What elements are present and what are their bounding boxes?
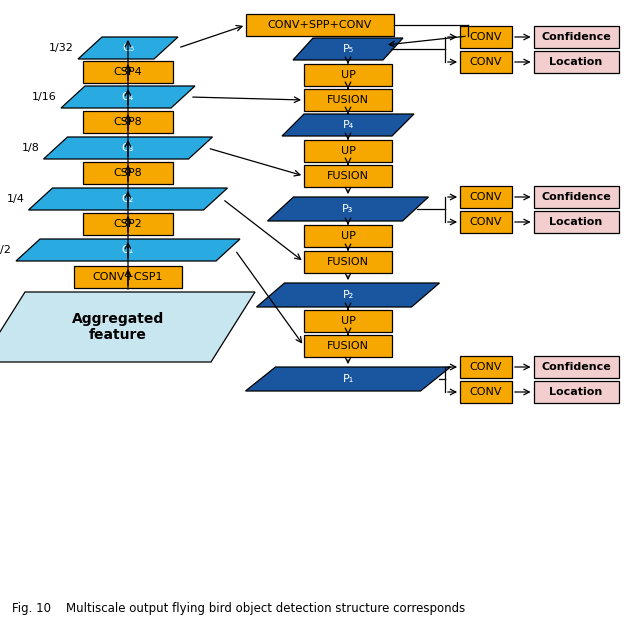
Text: 1/2: 1/2 xyxy=(0,245,12,255)
FancyBboxPatch shape xyxy=(460,381,512,403)
Polygon shape xyxy=(0,292,255,362)
Text: UP: UP xyxy=(340,70,355,80)
Text: 1/4: 1/4 xyxy=(6,194,24,204)
Text: CONV: CONV xyxy=(470,32,502,42)
Text: CSP8: CSP8 xyxy=(114,117,142,127)
FancyBboxPatch shape xyxy=(83,111,173,133)
Text: 1/16: 1/16 xyxy=(32,92,57,102)
Text: FUSION: FUSION xyxy=(327,341,369,351)
Text: CONV+SPP+CONV: CONV+SPP+CONV xyxy=(268,20,372,30)
FancyBboxPatch shape xyxy=(534,356,618,378)
Text: Location: Location xyxy=(549,217,603,227)
FancyBboxPatch shape xyxy=(304,89,392,111)
Text: Confidence: Confidence xyxy=(541,32,611,42)
Text: C₄: C₄ xyxy=(122,92,134,102)
Polygon shape xyxy=(282,114,414,136)
Polygon shape xyxy=(29,188,227,210)
Text: C₅: C₅ xyxy=(122,43,134,53)
Polygon shape xyxy=(293,38,403,60)
FancyBboxPatch shape xyxy=(534,26,618,48)
FancyBboxPatch shape xyxy=(83,162,173,184)
Text: CSP4: CSP4 xyxy=(114,67,142,77)
Polygon shape xyxy=(268,197,429,221)
Polygon shape xyxy=(78,37,178,59)
FancyBboxPatch shape xyxy=(304,64,392,86)
Text: CONV: CONV xyxy=(470,362,502,372)
Text: CONV: CONV xyxy=(470,217,502,227)
Text: P₃: P₃ xyxy=(342,204,354,214)
Text: P₅: P₅ xyxy=(342,44,353,54)
Text: P₁: P₁ xyxy=(342,374,354,384)
Text: UP: UP xyxy=(340,316,355,326)
Text: FUSION: FUSION xyxy=(327,95,369,105)
Text: UP: UP xyxy=(340,231,355,241)
Text: C₂: C₂ xyxy=(122,194,134,204)
FancyBboxPatch shape xyxy=(460,26,512,48)
Text: 1/32: 1/32 xyxy=(49,43,74,53)
FancyBboxPatch shape xyxy=(304,310,392,332)
Text: Confidence: Confidence xyxy=(541,192,611,202)
Text: CSP2: CSP2 xyxy=(114,219,142,229)
FancyBboxPatch shape xyxy=(304,140,392,162)
Text: P₂: P₂ xyxy=(342,290,354,300)
FancyBboxPatch shape xyxy=(460,356,512,378)
Polygon shape xyxy=(44,137,212,159)
FancyBboxPatch shape xyxy=(460,51,512,73)
FancyBboxPatch shape xyxy=(534,186,618,208)
Polygon shape xyxy=(16,239,240,261)
Text: Fig. 10    Multiscale output flying bird object detection structure corresponds: Fig. 10 Multiscale output flying bird ob… xyxy=(12,602,465,615)
Text: UP: UP xyxy=(340,146,355,156)
Text: CONV: CONV xyxy=(470,387,502,397)
Polygon shape xyxy=(257,283,440,307)
FancyBboxPatch shape xyxy=(534,51,618,73)
FancyBboxPatch shape xyxy=(246,14,394,36)
Text: P₄: P₄ xyxy=(342,120,354,130)
Polygon shape xyxy=(61,86,195,108)
Text: CONV+CSP1: CONV+CSP1 xyxy=(93,272,163,282)
FancyBboxPatch shape xyxy=(304,335,392,357)
Text: CONV: CONV xyxy=(470,57,502,67)
Text: FUSION: FUSION xyxy=(327,257,369,267)
FancyBboxPatch shape xyxy=(534,381,618,403)
FancyBboxPatch shape xyxy=(304,251,392,273)
Text: CSP8: CSP8 xyxy=(114,168,142,178)
FancyBboxPatch shape xyxy=(460,186,512,208)
FancyBboxPatch shape xyxy=(74,266,182,288)
FancyBboxPatch shape xyxy=(83,213,173,235)
Text: C₃: C₃ xyxy=(122,143,134,153)
Text: C₁: C₁ xyxy=(122,245,134,255)
Text: Aggregated
feature: Aggregated feature xyxy=(72,312,164,342)
Polygon shape xyxy=(246,367,451,391)
Text: Confidence: Confidence xyxy=(541,362,611,372)
Text: CONV: CONV xyxy=(470,192,502,202)
FancyBboxPatch shape xyxy=(460,211,512,233)
FancyBboxPatch shape xyxy=(304,225,392,247)
Text: Location: Location xyxy=(549,57,603,67)
FancyBboxPatch shape xyxy=(83,61,173,83)
FancyBboxPatch shape xyxy=(304,165,392,187)
FancyBboxPatch shape xyxy=(534,211,618,233)
Text: 1/8: 1/8 xyxy=(22,143,40,153)
Text: FUSION: FUSION xyxy=(327,171,369,181)
Text: Location: Location xyxy=(549,387,603,397)
